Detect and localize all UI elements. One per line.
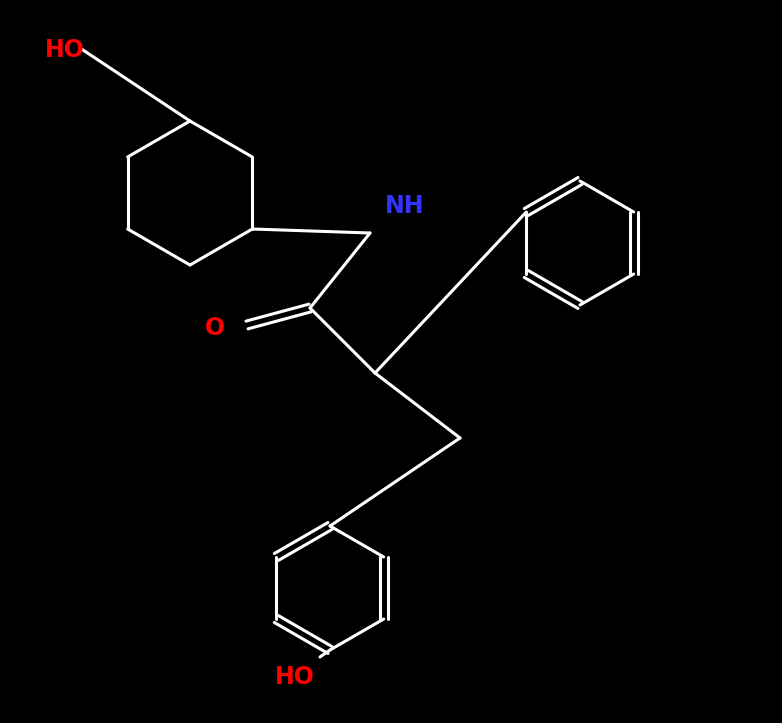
- Text: HO: HO: [45, 38, 85, 62]
- Text: NH: NH: [385, 194, 425, 218]
- Text: O: O: [205, 316, 225, 340]
- Text: HO: HO: [275, 665, 315, 689]
